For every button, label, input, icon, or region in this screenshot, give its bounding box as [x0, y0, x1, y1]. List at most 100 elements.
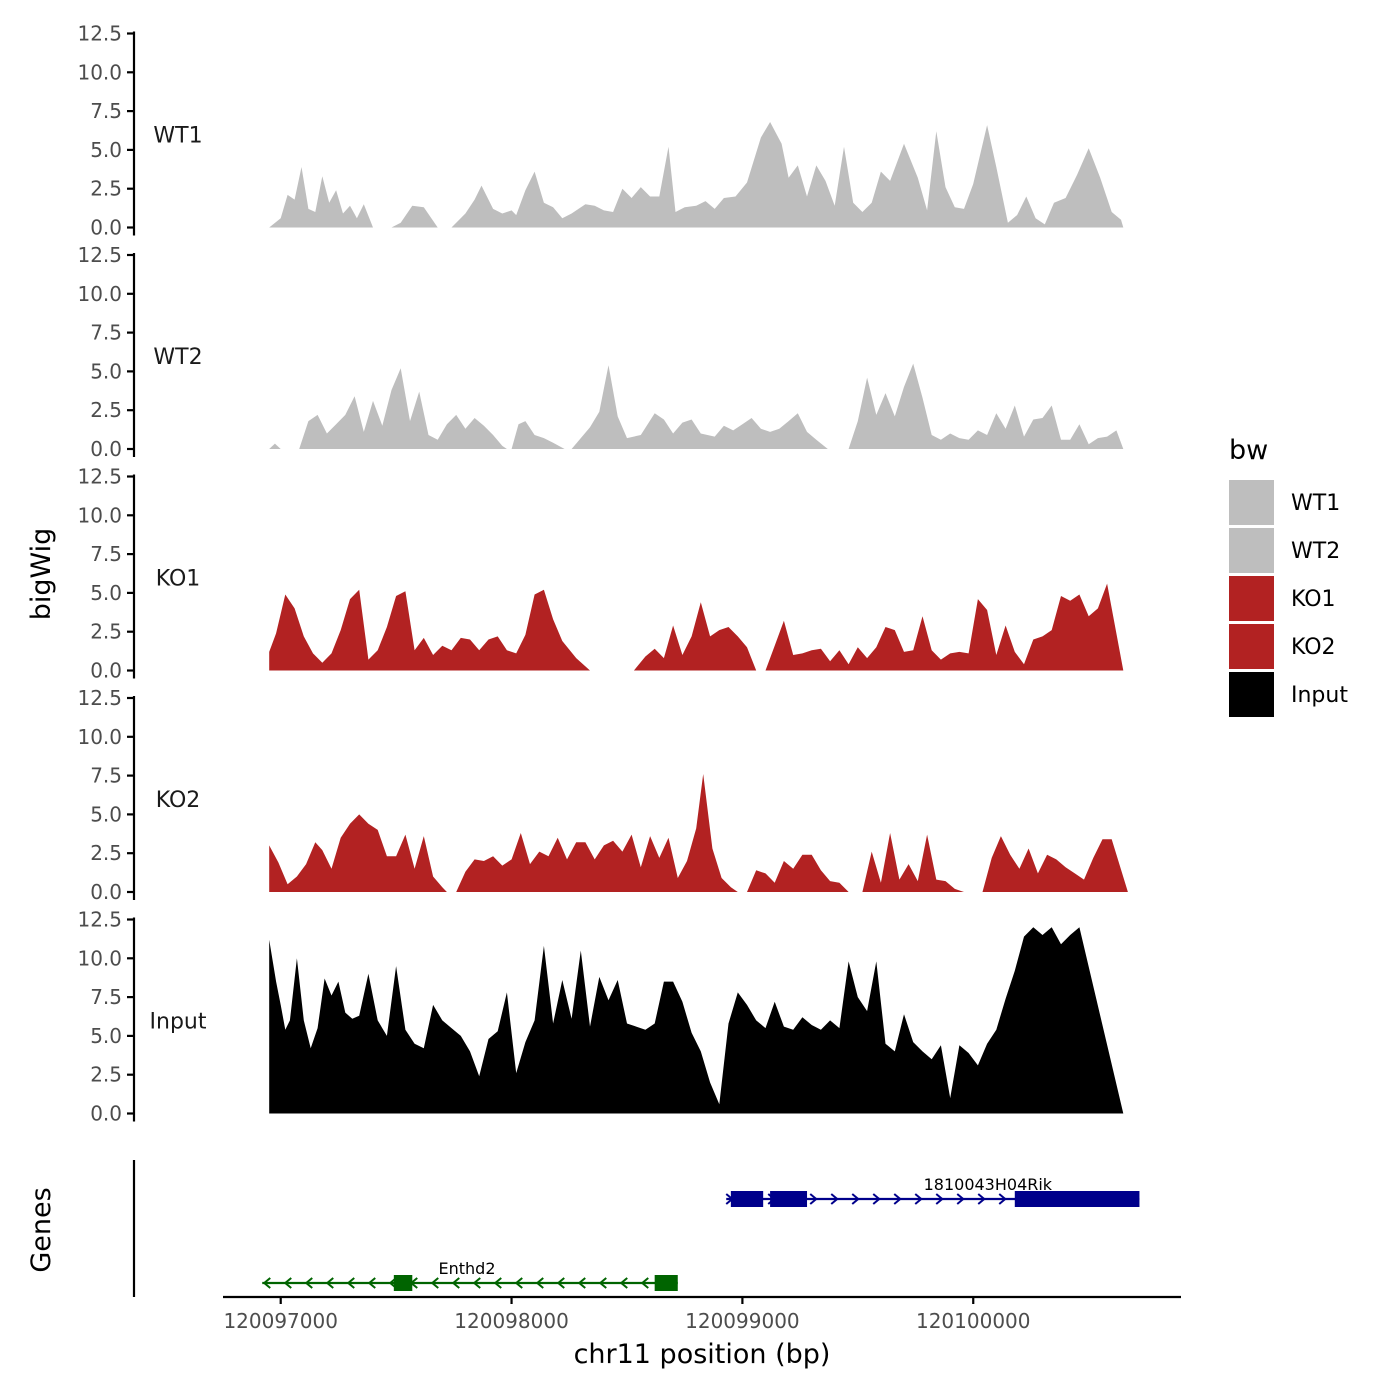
y-tick-label: 5.0 — [90, 581, 122, 605]
gene-enthd2: Enthd2 — [262, 1259, 678, 1291]
y-tick-label: 5.0 — [90, 1024, 122, 1048]
area-wt2-3 — [571, 365, 828, 449]
x-tick-label: 120099000 — [685, 1309, 800, 1333]
panel-label-ko2: KO2 — [156, 788, 201, 813]
y-tick-label: 10.0 — [77, 60, 122, 84]
area-ko1-2 — [765, 583, 1124, 671]
strand-chevron — [872, 1193, 881, 1205]
y-tick-label: 7.5 — [90, 99, 122, 123]
strand-chevron — [451, 1277, 460, 1289]
strand-chevron — [346, 1277, 355, 1289]
x-tick-label: 120098000 — [454, 1309, 569, 1333]
strand-chevron — [556, 1277, 565, 1289]
panel-label-wt1: WT1 — [153, 124, 202, 149]
strand-chevron — [998, 1193, 1007, 1205]
y-tick-label: 7.5 — [90, 321, 122, 345]
strand-chevron — [367, 1277, 376, 1289]
legend-title: bw — [1229, 435, 1268, 466]
exon — [393, 1275, 413, 1291]
strand-chevron — [283, 1277, 292, 1289]
strand-chevron — [577, 1277, 586, 1289]
area-ko2-1 — [456, 774, 738, 892]
strand-chevron — [851, 1193, 860, 1205]
strand-chevron — [598, 1277, 607, 1289]
x-axis-title: chr11 position (bp) — [574, 1339, 831, 1370]
y-tick-label: 0.0 — [90, 659, 122, 683]
strand-chevron — [325, 1277, 334, 1289]
strand-chevron — [977, 1193, 986, 1205]
y-tick-label: 0.0 — [90, 437, 122, 461]
y-tick-label: 2.5 — [90, 398, 122, 422]
y-tick-label: 7.5 — [90, 542, 122, 566]
y-tick-label: 0.0 — [90, 880, 122, 904]
y-tick-label: 5.0 — [90, 138, 122, 162]
x-tick-label: 120097000 — [223, 1309, 338, 1333]
strand-chevron — [514, 1277, 523, 1289]
exon — [730, 1191, 764, 1207]
y-tick-label: 12.5 — [77, 465, 122, 489]
area-wt2-0 — [269, 443, 281, 449]
legend-swatch-ko2 — [1229, 624, 1274, 669]
legend-swatch-ko1 — [1229, 576, 1274, 621]
y-tick-label: 5.0 — [90, 359, 122, 383]
y-tick-label: 12.5 — [77, 686, 122, 710]
strand-chevron — [304, 1277, 313, 1289]
y-tick-label: 12.5 — [77, 243, 122, 267]
panel-wt1: 0.0 2.5 5.0 7.5 10.0 12.5 WT1 — [77, 22, 1124, 240]
y-tick-label: 2.5 — [90, 177, 122, 201]
legend-label-wt1: WT1 — [1291, 491, 1340, 516]
strand-chevron — [493, 1277, 502, 1289]
area-wt1-0 — [269, 167, 373, 228]
gene-label: Enthd2 — [439, 1259, 496, 1278]
area-ko1-0 — [269, 589, 590, 671]
area-wt1-2 — [451, 122, 1124, 228]
legend-label-wt2: WT2 — [1291, 539, 1340, 564]
panel-label-wt2: WT2 — [153, 345, 202, 370]
y-tick-label: 10.0 — [77, 503, 122, 527]
strand-chevron — [619, 1277, 628, 1289]
strand-chevron — [430, 1277, 439, 1289]
y-tick-label: 2.5 — [90, 1063, 122, 1087]
x-axis: 120097000 120098000 120099000 120100000 — [223, 1295, 1181, 1333]
y-tick-label: 12.5 — [77, 22, 122, 46]
legend-label-ko1: KO1 — [1291, 587, 1336, 612]
area-ko2-0 — [269, 814, 447, 892]
area-ko2-2 — [747, 854, 849, 892]
legend-swatch-input — [1229, 672, 1274, 717]
strand-chevron — [640, 1277, 649, 1289]
y-tick-label: 7.5 — [90, 985, 122, 1009]
panel-input: 0.0 2.5 5.0 7.5 10.0 12.5 Input — [77, 908, 1124, 1126]
area-wt2-1 — [299, 368, 507, 449]
y-tick-label: 0.0 — [90, 1102, 122, 1126]
y-tick-label: 10.0 — [77, 946, 122, 970]
area-input-0 — [269, 927, 1124, 1114]
y-tick-label: 2.5 — [90, 620, 122, 644]
y-tick-label: 2.5 — [90, 841, 122, 865]
panel-wt2: 0.0 2.5 5.0 7.5 10.0 12.5 WT2 — [77, 243, 1124, 461]
genes-panel: 1810043H04Rik Enthd2 — [132, 1160, 1140, 1297]
area-ko2-4 — [982, 836, 1128, 892]
area-ko1-1 — [633, 602, 757, 671]
area-wt2-4 — [848, 363, 1124, 449]
legend-swatch-wt2 — [1229, 528, 1274, 573]
panel-ko1: 0.0 2.5 5.0 7.5 10.0 12.5 KO1 — [77, 465, 1124, 683]
strand-chevron — [830, 1193, 839, 1205]
x-tick-label: 120100000 — [916, 1309, 1031, 1333]
bigwig-panels: 0.0 2.5 5.0 7.5 10.0 12.5 WT1 0.0 2.5 5.0 7.5 10.0 1… — [77, 22, 1128, 1126]
strand-chevron — [535, 1277, 544, 1289]
y-tick-label: 10.0 — [77, 725, 122, 749]
legend-label-ko2: KO2 — [1291, 635, 1336, 660]
strand-chevron — [262, 1277, 271, 1289]
legend-label-input: Input — [1291, 683, 1348, 708]
legend: bw WT1 WT2 KO1 KO2 Input — [1229, 435, 1348, 717]
legend-swatch-wt1 — [1229, 480, 1274, 525]
y-tick-label: 10.0 — [77, 282, 122, 306]
strand-chevron — [914, 1193, 923, 1205]
strand-chevron — [893, 1193, 902, 1205]
y-axis-title: bigWig — [26, 528, 57, 621]
y-tick-label: 0.0 — [90, 216, 122, 240]
panel-label-ko1: KO1 — [156, 567, 201, 592]
gene-1810043h04rik: 1810043H04Rik — [725, 1175, 1140, 1207]
exon — [654, 1275, 678, 1291]
